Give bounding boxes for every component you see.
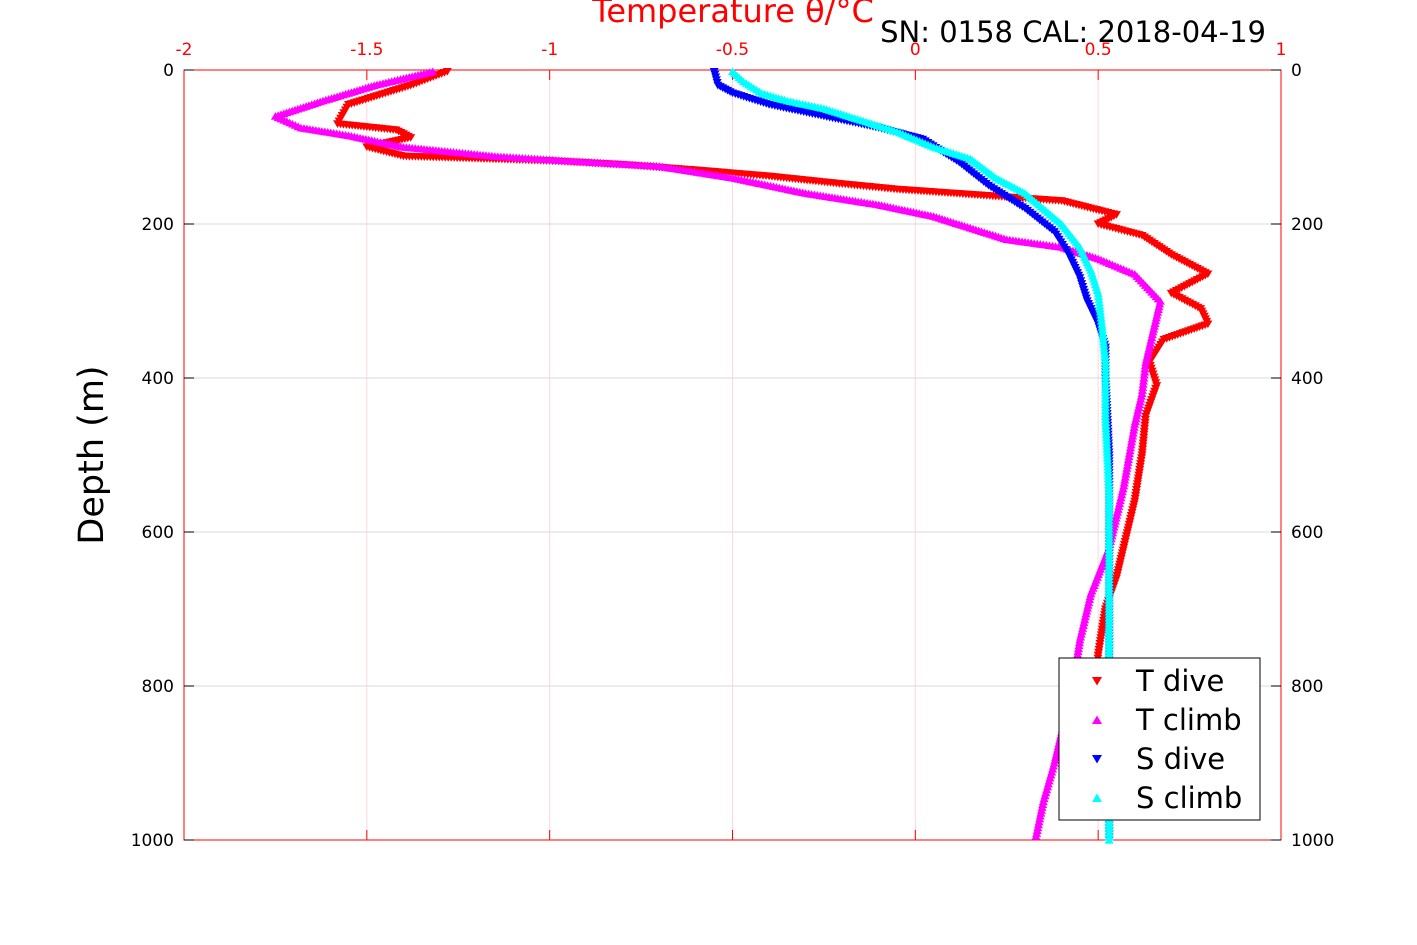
x-tick-label: -1.5: [350, 40, 383, 60]
y-tick-label-left: 800: [142, 677, 174, 697]
x-tick-label: -2: [176, 40, 193, 60]
x-tick-label: 0: [910, 40, 921, 60]
y-tick-label-right: 800: [1291, 677, 1323, 697]
y-tick-label-left: 200: [142, 215, 174, 235]
legend-label: S climb: [1136, 781, 1242, 815]
y-tick-label-right: 0: [1291, 61, 1302, 81]
y-tick-label-right: 1000: [1291, 831, 1334, 851]
data-points: [270, 67, 1213, 845]
y-tick-label-right: 600: [1291, 523, 1323, 543]
series-t-climb: [270, 67, 1165, 840]
data-point: [1104, 835, 1114, 844]
y-tick-label-left: 1000: [131, 831, 174, 851]
legend-marker: [1092, 715, 1102, 724]
y-tick-label-right: 200: [1291, 215, 1323, 235]
y-tick-label-left: 0: [163, 61, 174, 81]
legend-label: T dive: [1135, 664, 1224, 698]
x-tick-label: 0.5: [1085, 40, 1112, 60]
legend-items: T dive T climb S dive S climb: [1092, 664, 1242, 815]
x-tick-label: -1: [541, 40, 558, 60]
legend: T dive T climb S dive S climb: [1058, 657, 1261, 821]
legend-label: S dive: [1136, 742, 1225, 776]
y-tick-label-right: 400: [1291, 369, 1323, 389]
legend-marker: [1092, 755, 1102, 764]
legend-marker: [1092, 793, 1102, 802]
y-axis-label: Depth (m): [72, 365, 112, 544]
series-s-climb: [728, 67, 1114, 844]
x-axis-label: Temperature θ/°C: [591, 0, 874, 30]
legend-label: T climb: [1135, 703, 1242, 737]
y-tick-label-left: 600: [142, 523, 174, 543]
data-point: [1031, 832, 1041, 840]
x-tick-label: -0.5: [716, 40, 749, 60]
y-tick-label-left: 400: [142, 369, 174, 389]
legend-marker: [1092, 677, 1102, 686]
legend-box: [1058, 657, 1261, 821]
x-tick-label: 1: [1276, 40, 1287, 60]
calibration-annotation: SN: 0158 CAL: 2018-04-19: [880, 15, 1266, 49]
